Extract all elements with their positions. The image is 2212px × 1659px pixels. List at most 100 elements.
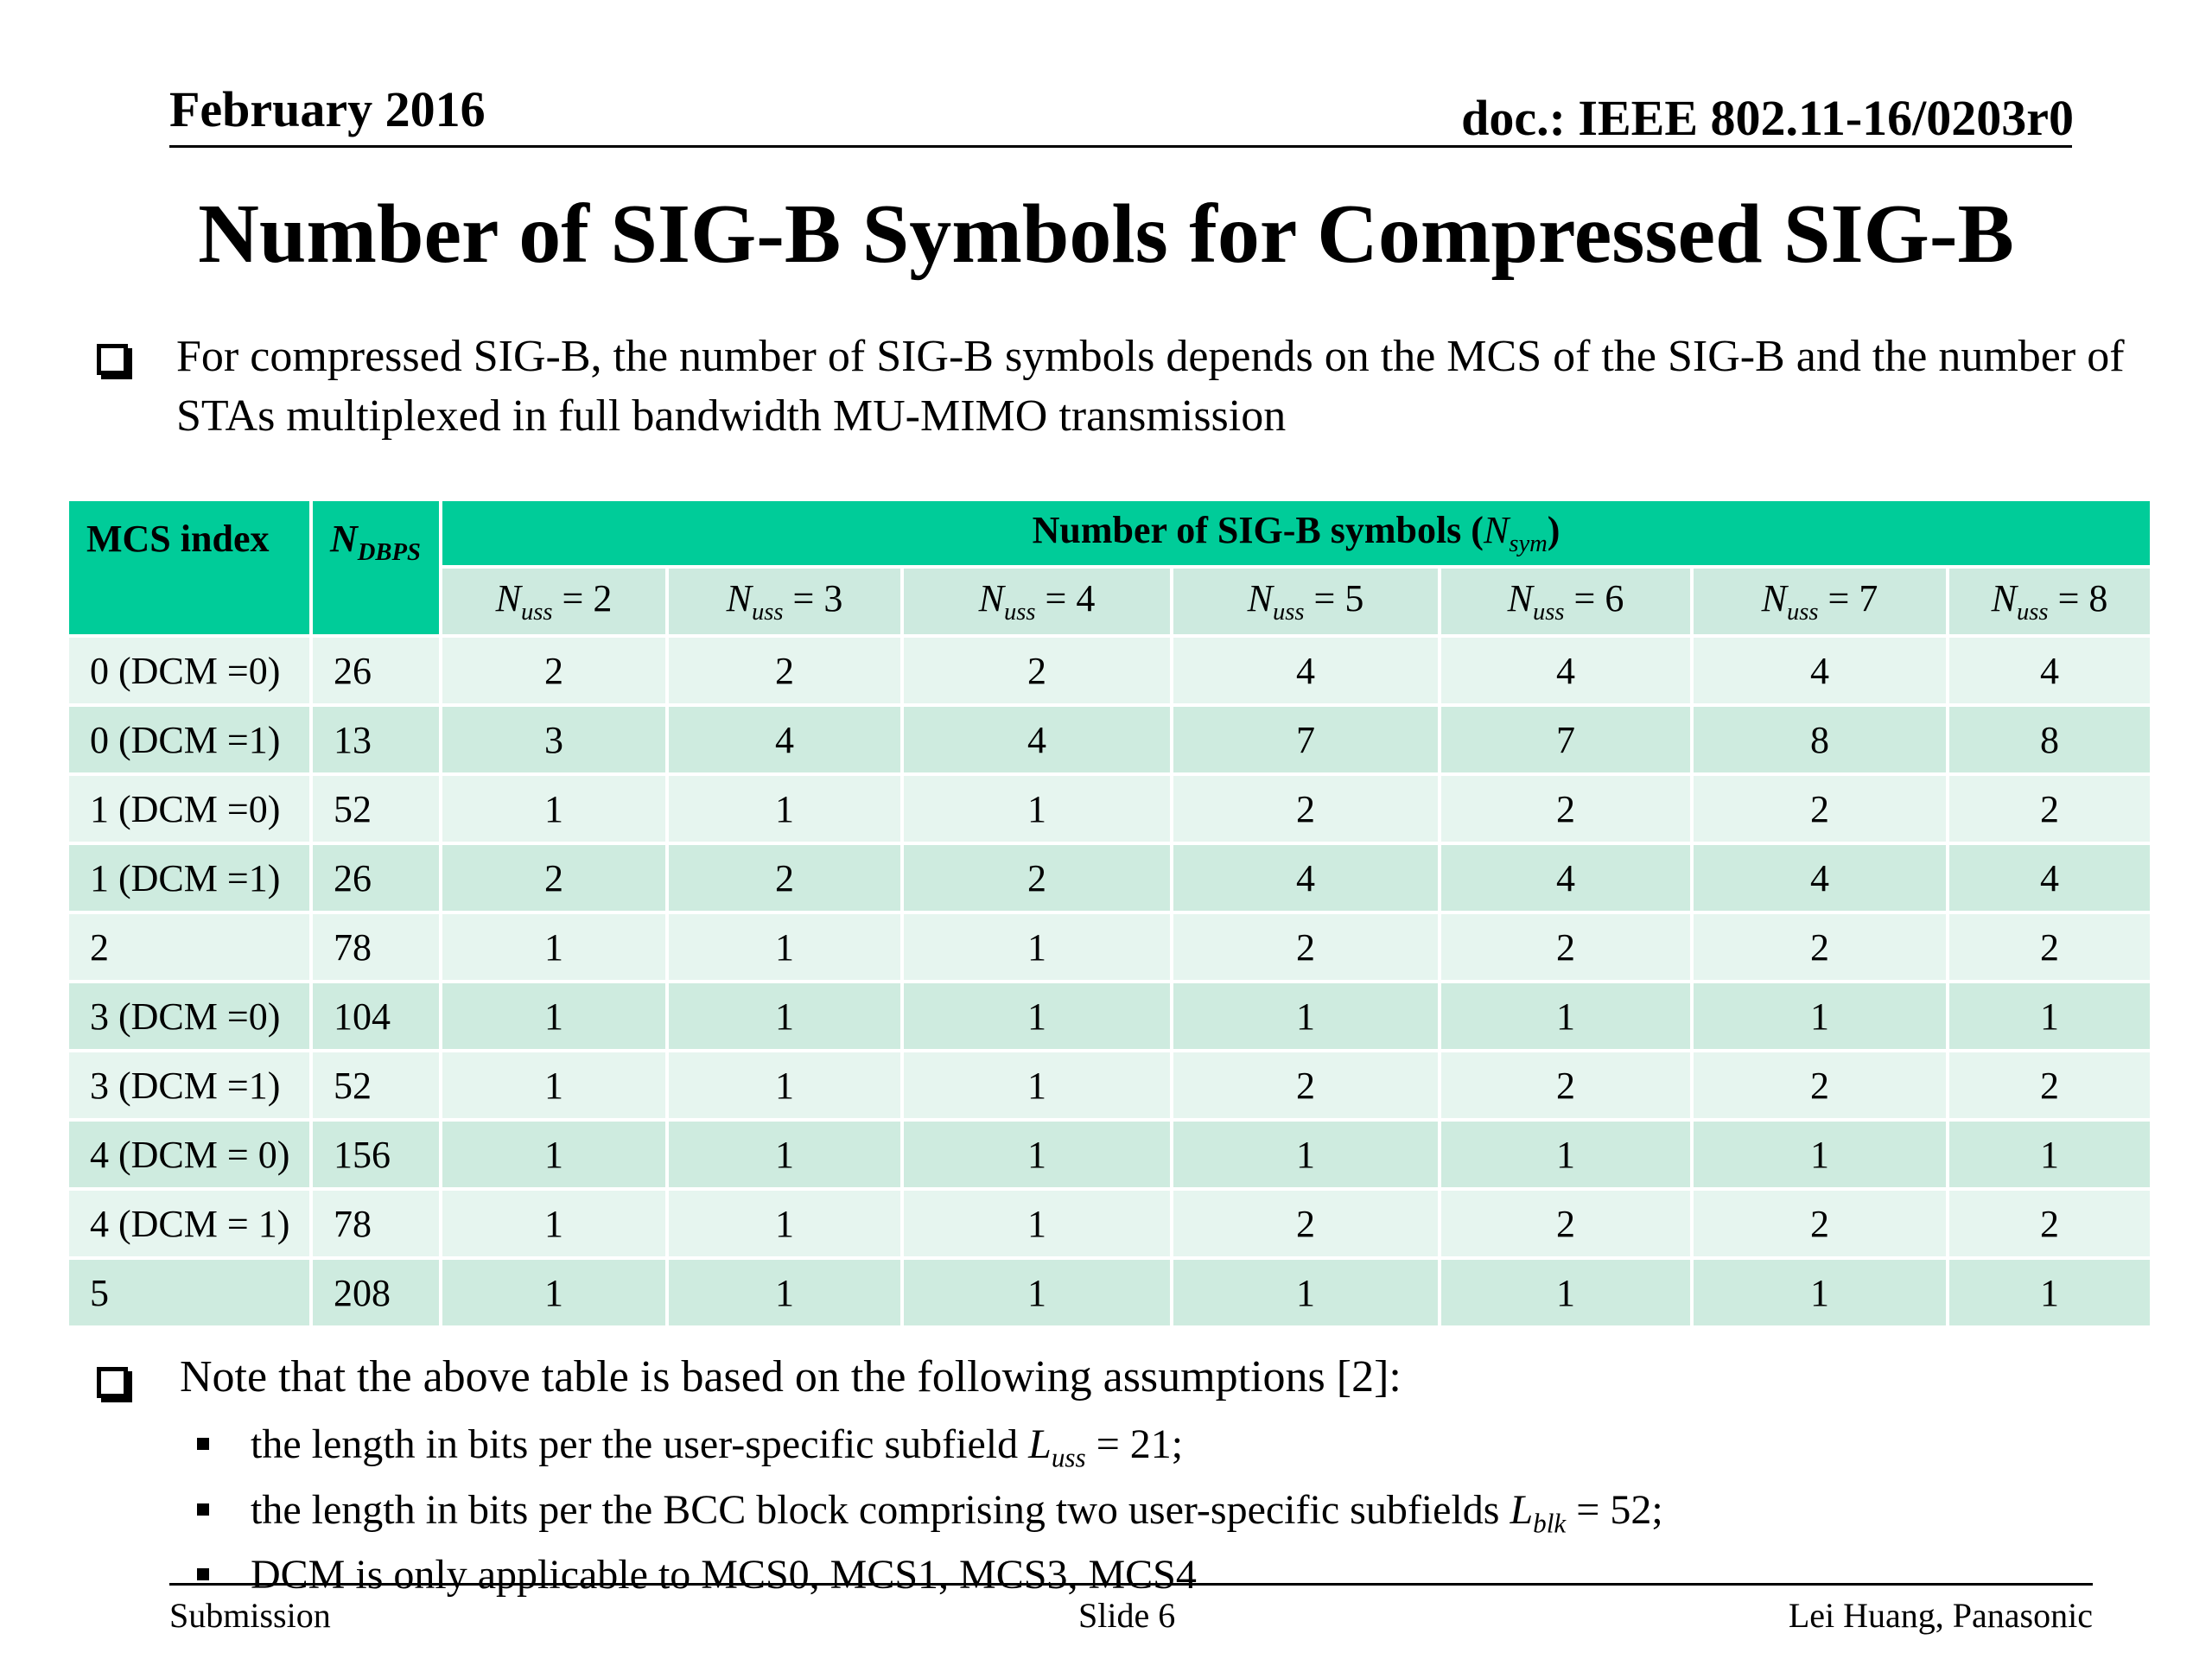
table-row: 1 (DCM =1) 26 2 2 2 4 4 4 4 bbox=[66, 842, 2154, 914]
cell-symbol-count: 2 bbox=[439, 842, 669, 914]
note-heading: Note that the above table is based on th… bbox=[180, 1352, 1402, 1402]
sigb-symbols-table: MCS index NDBPS Number of SIG-B symbols … bbox=[66, 498, 2154, 1329]
cell-symbol-count: 1 bbox=[439, 911, 669, 983]
cell-symbol-count: 1 bbox=[900, 1049, 1173, 1122]
footer-divider bbox=[169, 1583, 2093, 1586]
table-row: 0 (DCM =1) 13 3 4 4 7 7 8 8 bbox=[66, 703, 2154, 776]
cell-symbol-count: 4 bbox=[1945, 634, 2154, 707]
cell-symbol-count: 1 bbox=[900, 911, 1173, 983]
assumption-item: the length in bits per the user-specific… bbox=[197, 1419, 1663, 1484]
table-row: 0 (DCM =0) 26 2 2 2 4 4 4 4 bbox=[66, 634, 2154, 707]
cell-symbol-count: 1 bbox=[665, 772, 904, 845]
cell-ndbps: 104 bbox=[309, 980, 442, 1052]
cell-symbol-count: 2 bbox=[1438, 1049, 1694, 1122]
cell-symbol-count: 1 bbox=[665, 980, 904, 1052]
cell-symbol-count: 1 bbox=[1945, 1256, 2154, 1329]
cell-symbol-count: 8 bbox=[1945, 703, 2154, 776]
cell-ndbps: 78 bbox=[309, 911, 442, 983]
cell-symbol-count: 1 bbox=[665, 1187, 904, 1260]
checkbox-bullet-icon bbox=[97, 344, 128, 375]
cell-ndbps: 208 bbox=[309, 1256, 442, 1329]
cell-symbol-count: 1 bbox=[900, 1118, 1173, 1191]
cell-symbol-count: 4 bbox=[1170, 634, 1441, 707]
cell-symbol-count: 1 bbox=[439, 772, 669, 845]
cell-symbol-count: 1 bbox=[439, 1049, 669, 1122]
cell-symbol-count: 4 bbox=[1438, 842, 1694, 914]
cell-symbol-count: 1 bbox=[1690, 1256, 1949, 1329]
col-header-nuss: Nuss = 5 bbox=[1170, 565, 1441, 638]
cell-symbol-count: 1 bbox=[665, 1118, 904, 1191]
footer-submission: Submission bbox=[169, 1596, 331, 1635]
cell-symbol-count: 1 bbox=[900, 980, 1173, 1052]
assumption-item: the length in bits per the BCC block com… bbox=[197, 1484, 1663, 1550]
col-header-nuss: Nuss = 4 bbox=[900, 565, 1173, 638]
cell-mcs-index: 2 bbox=[66, 911, 313, 983]
cell-ndbps: 52 bbox=[309, 772, 442, 845]
cell-symbol-count: 1 bbox=[1438, 1256, 1694, 1329]
cell-symbol-count: 4 bbox=[1690, 842, 1949, 914]
cell-symbol-count: 1 bbox=[900, 772, 1173, 845]
cell-mcs-index: 5 bbox=[66, 1256, 313, 1329]
table-row: 4 (DCM = 0) 156 1 1 1 1 1 1 1 bbox=[66, 1118, 2154, 1191]
cell-symbol-count: 1 bbox=[1438, 1118, 1694, 1191]
cell-symbol-count: 1 bbox=[1170, 1118, 1441, 1191]
cell-mcs-index: 4 (DCM = 1) bbox=[66, 1187, 313, 1260]
cell-symbol-count: 2 bbox=[1945, 1187, 2154, 1260]
cell-symbol-count: 2 bbox=[1438, 772, 1694, 845]
col-header-sigb-symbols: Number of SIG-B symbols (Nsym) bbox=[438, 498, 2154, 569]
col-header-mcs: MCS index bbox=[66, 498, 313, 638]
footer-slide-number: Slide 6 bbox=[1078, 1596, 1176, 1635]
cell-symbol-count: 4 bbox=[1690, 634, 1949, 707]
col-header-ndbps: NDBPS bbox=[309, 498, 442, 638]
col-header-nuss: Nuss = 2 bbox=[439, 565, 669, 638]
cell-ndbps: 78 bbox=[309, 1187, 442, 1260]
cell-symbol-count: 2 bbox=[1945, 772, 2154, 845]
cell-symbol-count: 1 bbox=[900, 1187, 1173, 1260]
assumption-list: the length in bits per the user-specific… bbox=[197, 1419, 1663, 1615]
cell-ndbps: 26 bbox=[309, 842, 442, 914]
cell-symbol-count: 2 bbox=[1170, 1049, 1441, 1122]
cell-ndbps: 52 bbox=[309, 1049, 442, 1122]
cell-symbol-count: 1 bbox=[439, 1118, 669, 1191]
cell-mcs-index: 3 (DCM =0) bbox=[66, 980, 313, 1052]
cell-symbol-count: 1 bbox=[1945, 980, 2154, 1052]
cell-symbol-count: 1 bbox=[1170, 1256, 1441, 1329]
cell-mcs-index: 0 (DCM =1) bbox=[66, 703, 313, 776]
cell-symbol-count: 4 bbox=[900, 703, 1173, 776]
cell-symbol-count: 2 bbox=[1690, 911, 1949, 983]
cell-symbol-count: 1 bbox=[1438, 980, 1694, 1052]
table-row: 1 (DCM =0) 52 1 1 1 2 2 2 2 bbox=[66, 772, 2154, 845]
cell-symbol-count: 7 bbox=[1170, 703, 1441, 776]
intro-bullet-text: For compressed SIG-B, the number of SIG-… bbox=[176, 332, 2125, 441]
footer-author: Lei Huang, Panasonic bbox=[1788, 1596, 2093, 1635]
cell-symbol-count: 2 bbox=[665, 634, 904, 707]
cell-mcs-index: 1 (DCM =0) bbox=[66, 772, 313, 845]
col-header-nuss: Nuss = 3 bbox=[665, 565, 904, 638]
cell-symbol-count: 2 bbox=[1170, 911, 1441, 983]
assumption-item: DCM is only applicable to MCS0, MCS1, MC… bbox=[197, 1549, 1663, 1615]
header-doc-id: doc.: IEEE 802.11-16/0203r0 bbox=[1461, 90, 2074, 146]
cell-symbol-count: 2 bbox=[1438, 911, 1694, 983]
cell-symbol-count: 4 bbox=[1945, 842, 2154, 914]
cell-symbol-count: 2 bbox=[1170, 772, 1441, 845]
cell-symbol-count: 1 bbox=[1690, 980, 1949, 1052]
cell-symbol-count: 1 bbox=[900, 1256, 1173, 1329]
cell-symbol-count: 2 bbox=[1438, 1187, 1694, 1260]
table-row: 5 208 1 1 1 1 1 1 1 bbox=[66, 1256, 2154, 1329]
cell-mcs-index: 3 (DCM =1) bbox=[66, 1049, 313, 1122]
cell-mcs-index: 4 (DCM = 0) bbox=[66, 1118, 313, 1191]
cell-ndbps: 26 bbox=[309, 634, 442, 707]
slide-title: Number of SIG-B Symbols for Compressed S… bbox=[198, 188, 2014, 281]
table-row: 3 (DCM =0) 104 1 1 1 1 1 1 1 bbox=[66, 980, 2154, 1052]
header-divider bbox=[169, 145, 2072, 148]
table-row: 2 78 1 1 1 2 2 2 2 bbox=[66, 911, 2154, 983]
cell-symbol-count: 2 bbox=[1690, 1187, 1949, 1260]
cell-symbol-count: 1 bbox=[439, 1187, 669, 1260]
cell-symbol-count: 2 bbox=[1690, 1049, 1949, 1122]
col-header-nuss: Nuss = 8 bbox=[1945, 565, 2154, 638]
cell-symbol-count: 2 bbox=[900, 842, 1173, 914]
cell-symbol-count: 1 bbox=[1690, 1118, 1949, 1191]
cell-symbol-count: 2 bbox=[900, 634, 1173, 707]
cell-symbol-count: 4 bbox=[1438, 634, 1694, 707]
header-date: February 2016 bbox=[169, 81, 486, 137]
